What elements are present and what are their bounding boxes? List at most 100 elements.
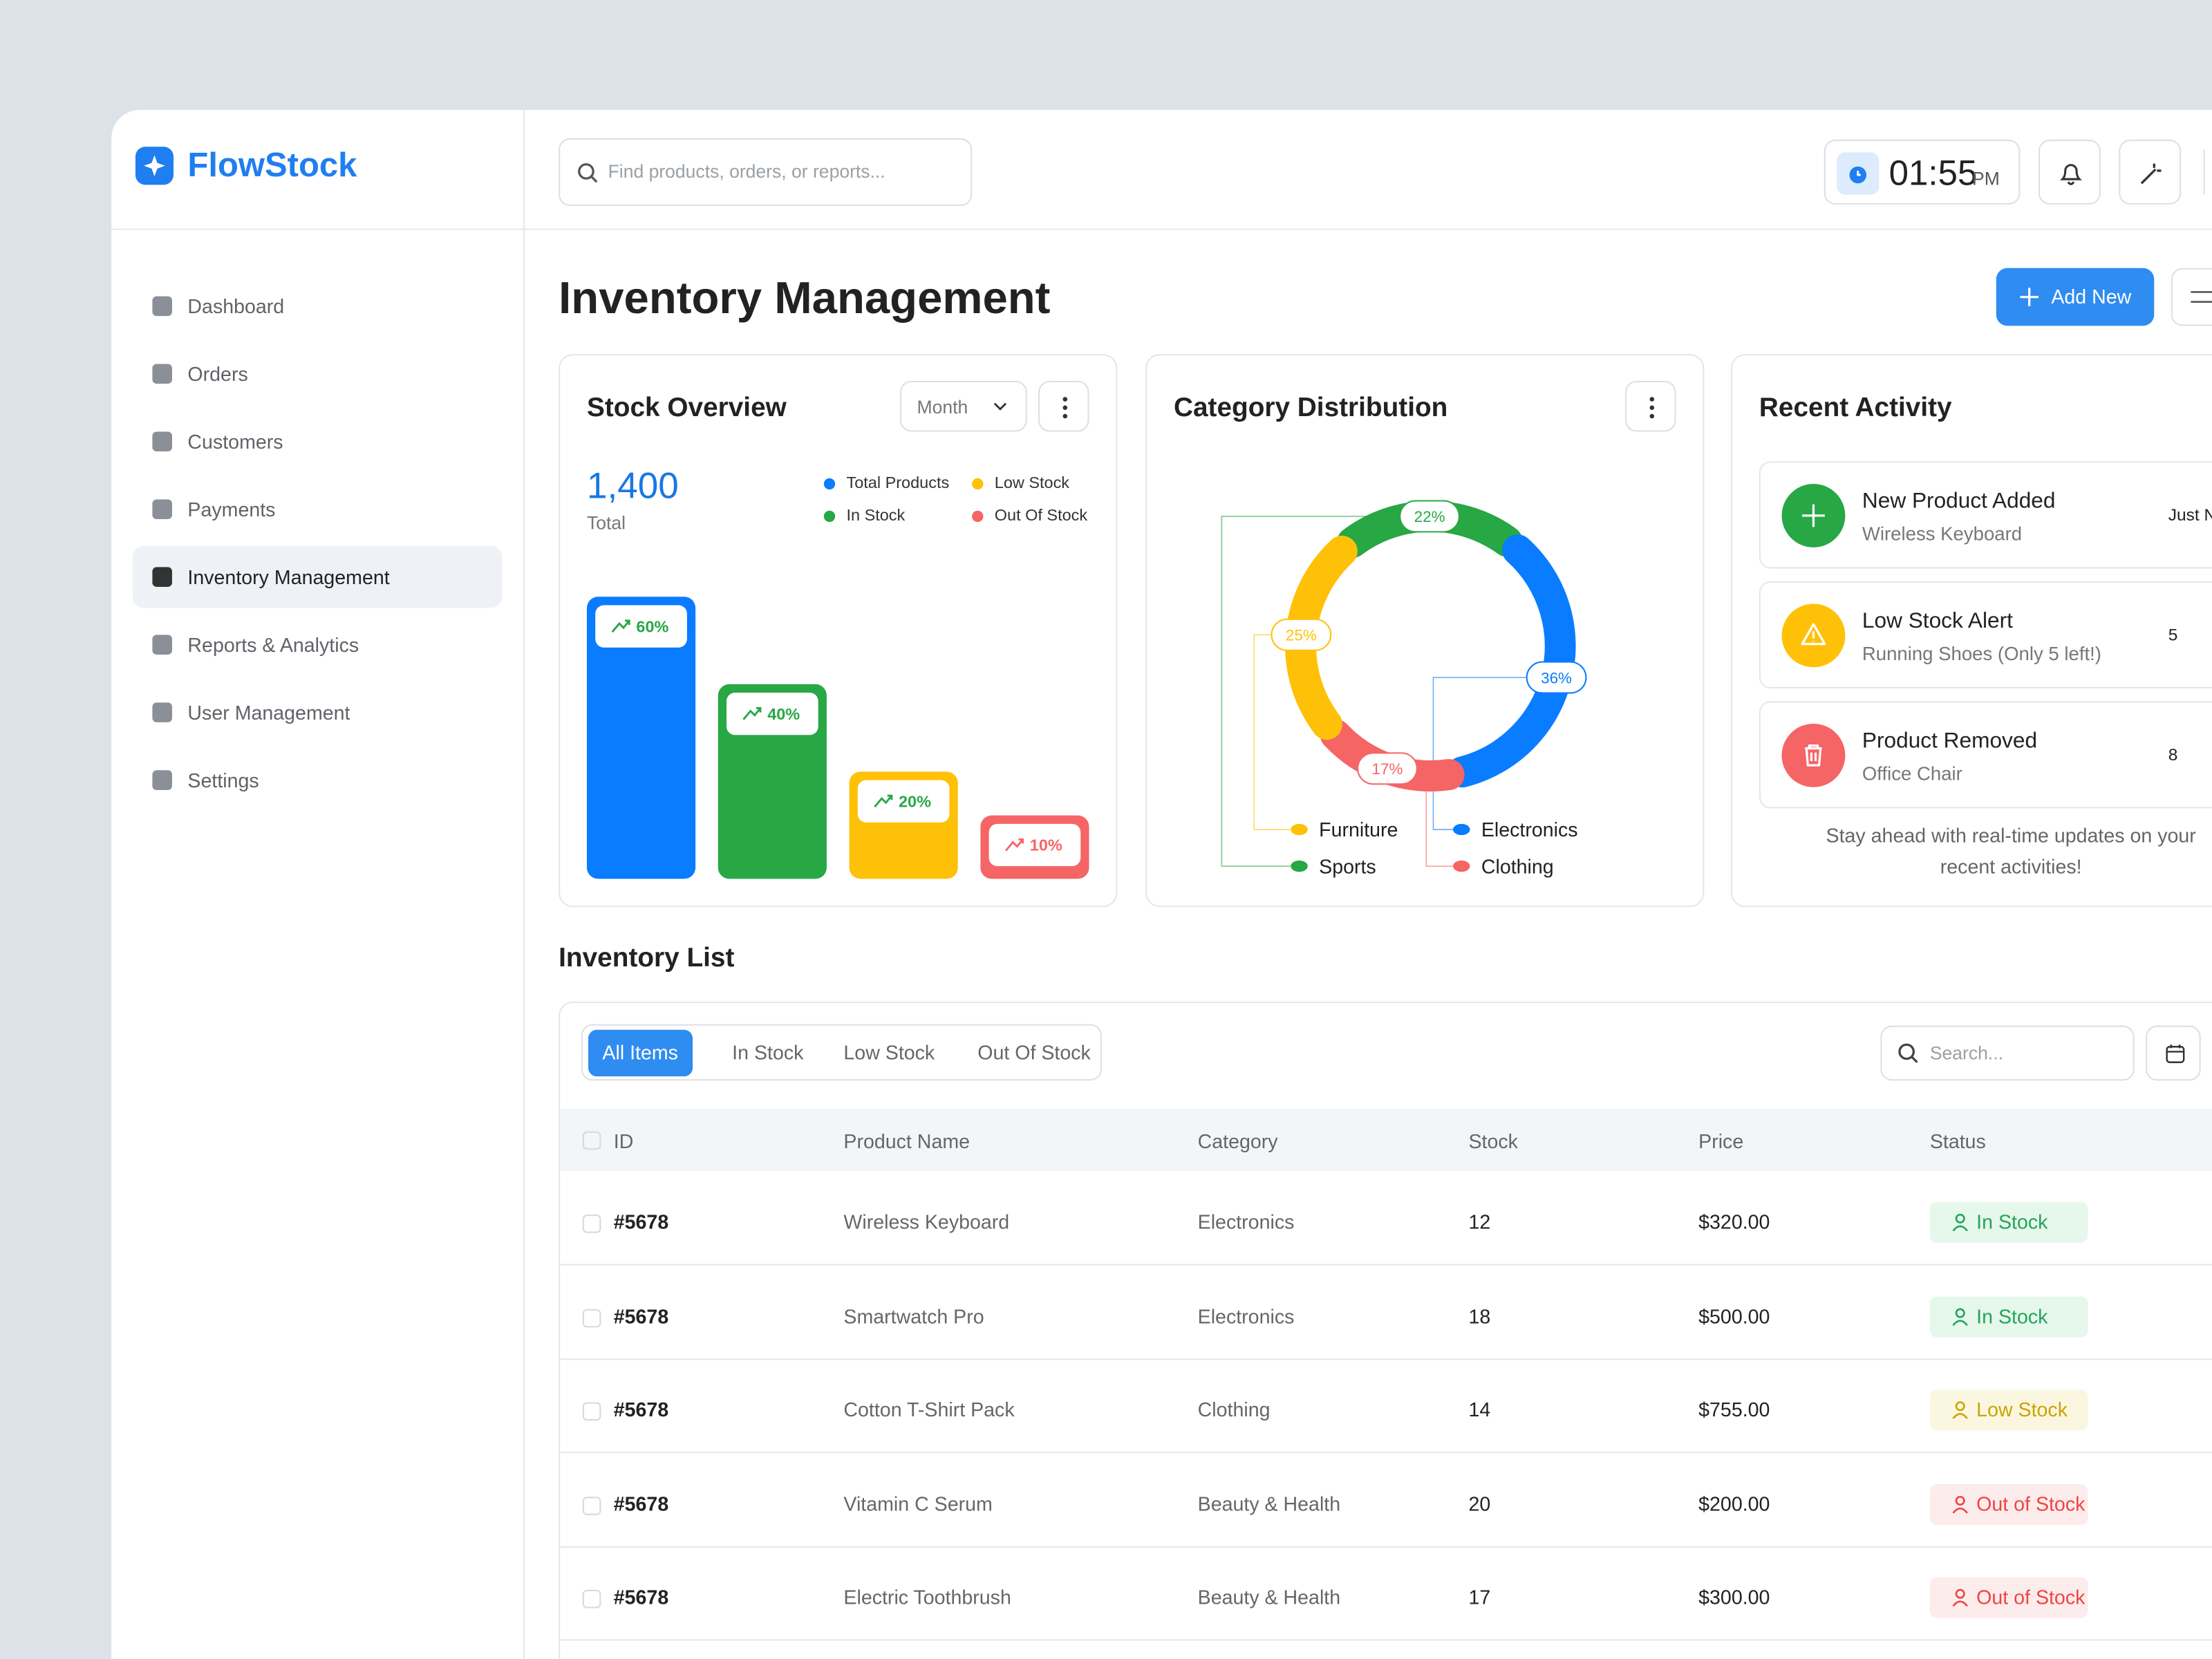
status-label: In Stock bbox=[1976, 1210, 2048, 1233]
segment-label: 17% bbox=[1372, 760, 1403, 778]
table-search[interactable]: Search... bbox=[1880, 1025, 2135, 1081]
clock-icon bbox=[1837, 152, 1880, 195]
column-header: ID bbox=[613, 1130, 634, 1153]
connector bbox=[1221, 516, 1402, 867]
status-label: In Stock bbox=[1976, 1304, 2048, 1327]
row-divider bbox=[560, 1358, 2212, 1360]
notification-button[interactable] bbox=[2038, 140, 2101, 205]
activity-title: Product Removed bbox=[1862, 729, 2038, 753]
nav-item[interactable]: Customers bbox=[133, 411, 503, 473]
nav-icon bbox=[152, 702, 172, 722]
icon bbox=[1952, 1401, 1968, 1420]
filter-button[interactable] bbox=[2171, 268, 2212, 326]
dot bbox=[1649, 397, 1655, 402]
icon bbox=[2020, 288, 2038, 306]
checkbox[interactable] bbox=[582, 1496, 601, 1515]
row-divider bbox=[560, 1452, 2212, 1454]
filter-lines bbox=[2191, 291, 2212, 303]
toolbar-divider bbox=[2203, 149, 2205, 195]
bar-label: 10% bbox=[1030, 836, 1062, 854]
more-button[interactable] bbox=[1038, 381, 1089, 432]
brand: FlowStock bbox=[187, 147, 357, 185]
legend-label: Clothing bbox=[1481, 856, 1554, 878]
legend-label: Total Products bbox=[846, 475, 950, 493]
table-header bbox=[560, 1109, 2212, 1171]
more-button[interactable] bbox=[1625, 381, 1676, 432]
legend-dot bbox=[1453, 860, 1470, 872]
column-header: Stock bbox=[1468, 1130, 1518, 1153]
cell: #5678 bbox=[613, 1398, 669, 1421]
tab[interactable]: All Items bbox=[588, 1029, 693, 1077]
legend-dot bbox=[972, 478, 984, 490]
tab[interactable]: Out Of Stock bbox=[964, 1030, 1105, 1076]
checkbox[interactable] bbox=[582, 1590, 601, 1609]
nav-item[interactable]: Settings bbox=[133, 749, 503, 812]
legend-dot bbox=[1453, 823, 1470, 836]
tab-label: Out Of Stock bbox=[977, 1041, 1091, 1064]
calendar-button[interactable] bbox=[2146, 1025, 2201, 1081]
nav-icon bbox=[152, 431, 172, 452]
status-glyph bbox=[1952, 1307, 1968, 1326]
search-box[interactable]: Find products, orders, or reports... bbox=[559, 138, 973, 206]
nav-item[interactable]: Inventory Management bbox=[132, 545, 503, 608]
segment-label: 36% bbox=[1541, 669, 1572, 686]
cell: Beauty & Health bbox=[1197, 1586, 1341, 1609]
logo-star bbox=[144, 155, 165, 177]
segment-label: 22% bbox=[1414, 508, 1445, 525]
status-label: Out of Stock bbox=[1976, 1586, 2086, 1609]
nav-item[interactable]: Dashboard bbox=[133, 275, 503, 337]
checkbox[interactable] bbox=[582, 1402, 601, 1421]
tab-group: All Items In Stock Low Stock Out Of Stock bbox=[581, 1024, 1102, 1081]
status-badge: In Stock bbox=[1929, 1295, 2088, 1337]
activity-item[interactable]: Product Removed Office Chair 8 bbox=[1759, 701, 2212, 809]
status-glyph bbox=[1952, 1213, 1968, 1232]
bar-label: 40% bbox=[767, 705, 800, 723]
cell: $200.00 bbox=[1698, 1492, 1770, 1515]
column-header: Category bbox=[1197, 1130, 1278, 1153]
checkbox[interactable] bbox=[582, 1131, 601, 1150]
activity-item[interactable]: New Product Added Wireless Keyboard Just N bbox=[1759, 461, 2212, 569]
column-header: Price bbox=[1698, 1130, 1744, 1153]
nav-label: Reports & Analytics bbox=[187, 633, 359, 656]
segment-label: 25% bbox=[1286, 626, 1317, 644]
tab-label: Low Stock bbox=[843, 1041, 935, 1064]
legend-dot bbox=[972, 510, 984, 523]
icon bbox=[1801, 623, 1826, 646]
nav-icon bbox=[152, 770, 172, 790]
magic-button[interactable] bbox=[2119, 140, 2182, 205]
status-badge: Out of Stock bbox=[1929, 1577, 2088, 1619]
activity-subtitle: Office Chair bbox=[1862, 763, 1962, 785]
nav-item[interactable]: Orders bbox=[133, 343, 503, 405]
checkbox[interactable] bbox=[582, 1309, 601, 1327]
clock-time: 01:55 bbox=[1888, 153, 1978, 194]
activity-item[interactable]: Low Stock Alert Running Shoes (Only 5 lef… bbox=[1759, 581, 2212, 688]
status-badge: Low Stock bbox=[1929, 1389, 2088, 1431]
nav-item[interactable]: User Management bbox=[133, 682, 503, 744]
cell: Clothing bbox=[1197, 1398, 1271, 1421]
nav-icon bbox=[152, 567, 172, 587]
nav-item[interactable]: Reports & Analytics bbox=[133, 614, 503, 676]
status-label: Out of Stock bbox=[1976, 1492, 2086, 1515]
activity-time: 8 bbox=[2168, 744, 2178, 765]
bar-badge bbox=[857, 780, 950, 823]
nav-item[interactable]: Payments bbox=[133, 478, 503, 541]
activity-title: Low Stock Alert bbox=[1862, 609, 2013, 634]
tab[interactable]: Low Stock bbox=[830, 1030, 949, 1076]
donut-segment bbox=[1446, 534, 1576, 788]
bar-label: 60% bbox=[636, 617, 668, 635]
sidebar-divider bbox=[523, 110, 525, 1659]
checkbox[interactable] bbox=[582, 1215, 601, 1233]
icon bbox=[1649, 397, 1655, 419]
add-button[interactable]: Add New bbox=[1996, 268, 2155, 326]
tab[interactable]: In Stock bbox=[718, 1030, 818, 1076]
clock-period: PM bbox=[1972, 167, 2000, 189]
legend-dot bbox=[823, 510, 836, 523]
tab-label: All Items bbox=[602, 1041, 678, 1064]
activity-time: 5 bbox=[2168, 625, 2178, 645]
cell: Vitamin C Serum bbox=[843, 1492, 993, 1515]
period-dropdown[interactable]: Month bbox=[900, 381, 1027, 432]
card-title: Stock Overview bbox=[586, 393, 787, 424]
nav-icon bbox=[152, 296, 172, 317]
